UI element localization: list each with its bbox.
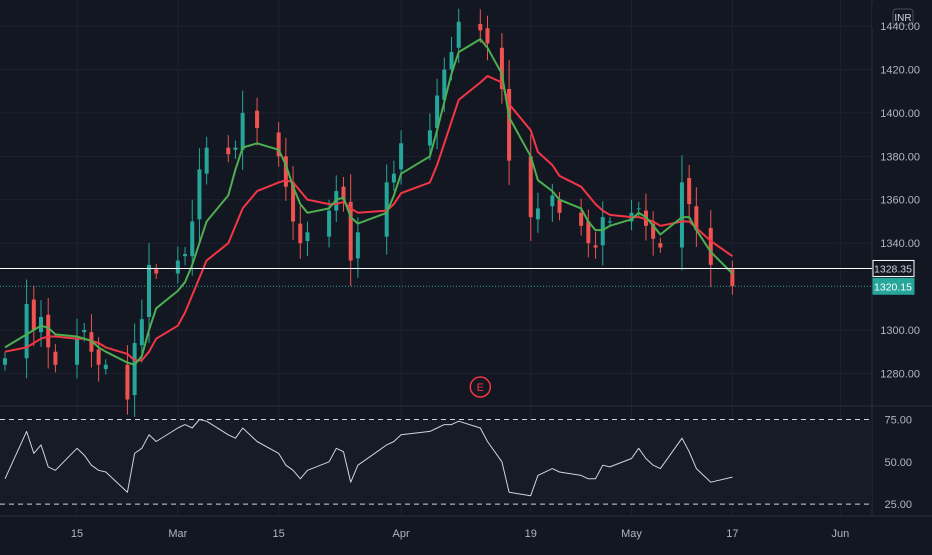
candle-body	[694, 206, 699, 231]
price-tick-label: 1380.00	[880, 151, 920, 163]
rsi-tick-label: 50.00	[884, 457, 912, 469]
candle-body	[154, 269, 159, 274]
last-price-tag	[872, 277, 915, 295]
price-markers: 1328.35 1320.15 E	[0, 259, 915, 398]
candle-body	[348, 201, 353, 261]
candle-body	[82, 330, 87, 333]
candle-body	[341, 186, 346, 200]
candle-body	[679, 182, 684, 248]
previous-close-label: 1328.35	[874, 263, 912, 275]
candle-body	[327, 210, 332, 237]
candle-body	[283, 156, 288, 187]
time-tick-label: May	[621, 528, 642, 540]
price-tick-label: 1360.00	[880, 195, 920, 207]
time-tick-label: 17	[726, 528, 738, 540]
previous-close-tag	[872, 259, 915, 277]
candle-body	[197, 169, 202, 220]
candle-body	[255, 110, 260, 129]
candlesticks	[3, 8, 735, 417]
rsi-line	[4, 419, 733, 497]
candle-body	[240, 112, 245, 150]
candle-body	[139, 319, 144, 346]
candle-body	[528, 156, 533, 218]
candle-body	[449, 52, 454, 70]
candle-body	[233, 147, 238, 150]
candle-body	[600, 217, 605, 246]
earnings-event-icon[interactable]	[469, 376, 492, 398]
candle-body	[3, 358, 7, 365]
price-tick-label: 1420.00	[880, 64, 920, 76]
candle-body	[190, 221, 195, 257]
time-tick-label: 15	[71, 528, 83, 540]
candle-body	[586, 221, 591, 244]
candle-body	[391, 173, 396, 183]
candle-body	[103, 364, 108, 370]
candle-body	[658, 243, 663, 248]
candle-body	[499, 47, 504, 90]
ma-fast-line	[4, 38, 734, 366]
rsi-tick-label: 75.00	[884, 415, 912, 427]
candle-body	[53, 351, 58, 365]
candle-body	[427, 130, 432, 146]
candle-body	[147, 264, 152, 317]
candle-body	[291, 182, 296, 222]
rsi-pane: 75.00 50.00 25.00	[0, 415, 912, 511]
candle-body	[24, 303, 29, 359]
candle-body	[636, 208, 641, 210]
candle-body	[75, 336, 80, 365]
candle-body	[96, 349, 101, 365]
candle-body	[535, 208, 540, 220]
candle-body	[31, 299, 36, 331]
candle-body	[435, 95, 440, 129]
price-tick-label: 1340.00	[880, 238, 920, 250]
rsi-band	[0, 419, 872, 505]
currency-badge[interactable]	[872, 6, 912, 28]
currency-badge-border	[892, 8, 914, 26]
candle-body	[204, 147, 209, 174]
candle-body	[39, 316, 44, 333]
moving-averages	[4, 38, 734, 366]
candle-body	[132, 343, 137, 396]
candle-body	[579, 212, 584, 226]
time-tick-label: Mar	[168, 528, 187, 540]
candle-body	[478, 23, 483, 31]
price-tick-label: 1400.00	[880, 108, 920, 120]
earnings-event-label: E	[477, 382, 484, 394]
candle-body	[276, 132, 281, 157]
rsi-tick-label: 25.00	[884, 499, 912, 511]
candle-body	[557, 199, 562, 213]
price-tick-label: 1440.00	[880, 21, 920, 33]
last-price-label: 1320.15	[874, 281, 912, 293]
candle-body	[183, 254, 188, 257]
candle-body	[226, 147, 231, 155]
candle-body	[485, 28, 490, 44]
candle-body	[175, 260, 180, 274]
candle-body	[399, 143, 404, 170]
candle-body	[355, 232, 360, 259]
candle-body	[507, 89, 512, 161]
candle-body	[651, 223, 656, 239]
candle-body	[298, 223, 303, 244]
price-tick-label: 1280.00	[880, 368, 920, 380]
candle-body	[305, 232, 310, 241]
candle-body	[46, 314, 51, 348]
candle-body	[607, 221, 612, 223]
candle-body	[593, 245, 598, 248]
candle-body	[550, 195, 555, 207]
time-tick-label: Apr	[393, 528, 410, 540]
candle-body	[730, 269, 735, 287]
time-tick-label: Jun	[832, 528, 850, 540]
candle-body	[125, 364, 130, 400]
currency-badge-label: INR	[894, 13, 911, 24]
candle-body	[442, 69, 447, 100]
candle-body	[687, 178, 692, 205]
candle-body	[708, 227, 713, 265]
candle-body	[456, 21, 461, 48]
time-tick-label: 15	[273, 528, 285, 540]
price-tick-label: 1300.00	[880, 325, 920, 337]
axes: INR 1440.00 1420.00 1400.00 1380.00 1360.00 1…	[71, 6, 920, 540]
time-tick-label: 19	[525, 528, 537, 540]
